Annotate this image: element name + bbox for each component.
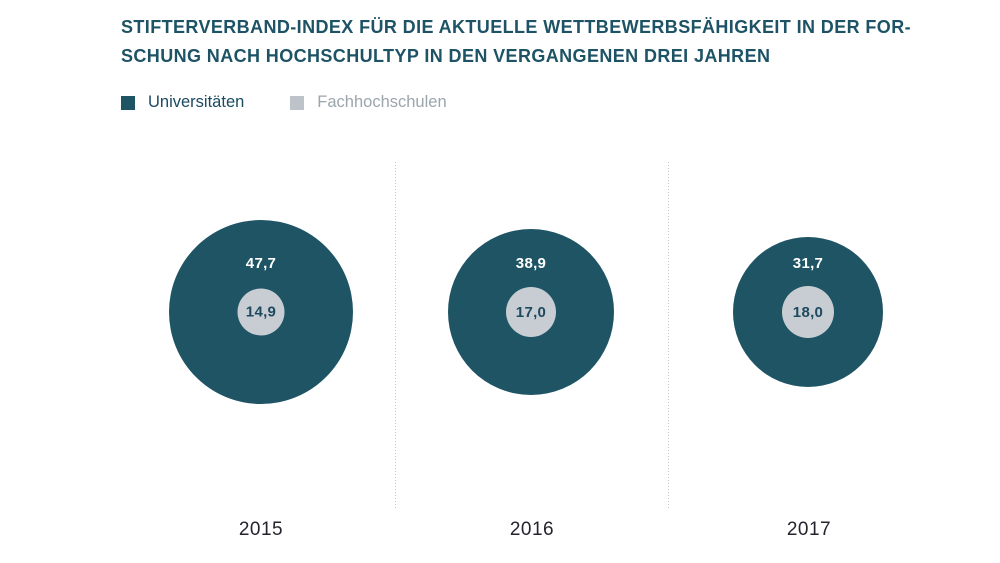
universitaeten-value-2015: 47,7	[245, 255, 277, 272]
fachhochschulen-bubble-2016: 17,0	[506, 287, 556, 337]
universitaeten-value-2016: 38,9	[515, 255, 547, 272]
divider-line-2	[668, 162, 669, 510]
legend-label-fachhochschulen: Fachhochschulen	[317, 93, 447, 111]
universitaeten-swatch-icon	[121, 95, 135, 110]
universitaeten-value-2017: 31,7	[792, 255, 824, 272]
fachhochschulen-value-2017: 18,0	[792, 303, 824, 321]
legend-label-universitaeten: Universitäten	[148, 93, 245, 111]
bubble-group-2016: 38,9 17,0	[431, 212, 631, 412]
axis-label-2015: 2015	[238, 519, 284, 540]
fachhochschulen-bubble-2015: 14,9	[237, 288, 285, 336]
fachhochschulen-value-2016: 17,0	[515, 303, 547, 321]
legend-item-fachhochschulen: Fachhochschulen	[290, 93, 447, 112]
bubble-group-2015: 47,7 14,9	[161, 212, 361, 412]
chart-title: STIFTERVERBAND-INDEX FÜR DIE AKTUELLE WE…	[121, 13, 911, 71]
fachhochschulen-bubble-2017: 18,0	[782, 286, 834, 338]
chart-title-line2: SCHUNG NACH HOCHSCHULTYP IN DEN VERGANGE…	[121, 46, 771, 66]
divider-line-1	[395, 162, 396, 510]
axis-label-2016: 2016	[509, 519, 555, 540]
legend: Universitäten Fachhochschulen	[121, 93, 447, 112]
legend-item-universitaeten: Universitäten	[121, 93, 244, 112]
fachhochschulen-swatch-icon	[290, 95, 305, 110]
bubble-group-2017: 31,7 18,0	[708, 212, 908, 412]
axis-label-2017: 2017	[786, 519, 832, 540]
chart-title-line1: STIFTERVERBAND-INDEX FÜR DIE AKTUELLE WE…	[121, 17, 911, 37]
fachhochschulen-value-2015: 14,9	[245, 303, 277, 321]
